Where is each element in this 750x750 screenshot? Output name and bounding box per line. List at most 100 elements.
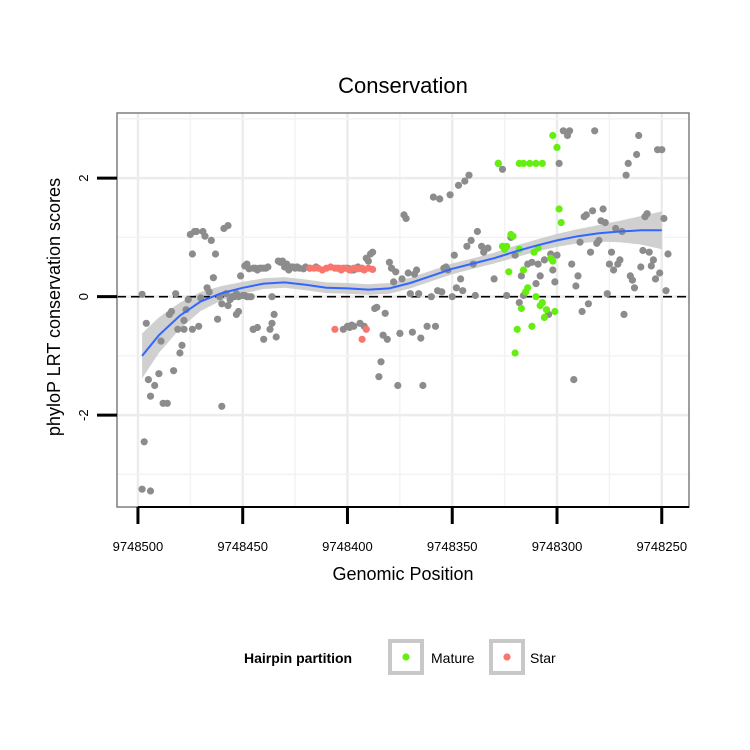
data-point-other xyxy=(362,254,370,262)
data-point-mature xyxy=(549,131,557,140)
data-point-other xyxy=(503,291,511,300)
data-point-other xyxy=(622,171,630,179)
data-point-mature xyxy=(511,349,519,357)
data-point-other xyxy=(553,251,561,259)
data-point-other xyxy=(429,193,437,201)
data-point-other xyxy=(214,315,222,323)
data-point-other xyxy=(369,248,377,256)
data-point-other xyxy=(517,272,526,280)
data-point-other xyxy=(465,171,473,179)
y-tick-label: 0 xyxy=(76,293,91,300)
data-point-mature xyxy=(519,159,528,167)
data-point-other xyxy=(205,288,213,296)
data-point-other xyxy=(578,307,586,316)
data-point-other xyxy=(540,256,549,264)
data-point-other xyxy=(484,244,492,252)
plot-panel xyxy=(117,113,689,507)
data-point-other xyxy=(658,146,666,154)
data-point-other xyxy=(423,322,431,330)
data-point-other xyxy=(591,127,599,135)
data-point-mature xyxy=(505,268,513,276)
data-point-other xyxy=(633,150,641,159)
data-point-other xyxy=(647,262,655,270)
data-point-other xyxy=(459,287,467,295)
data-point-other xyxy=(630,284,639,292)
data-point-other xyxy=(402,214,410,223)
legend: Hairpin partition Mature Star xyxy=(244,639,556,675)
data-point-other xyxy=(180,316,188,324)
data-point-other xyxy=(207,236,215,244)
data-point-other xyxy=(643,210,651,218)
data-point-other xyxy=(664,250,672,258)
data-point-mature xyxy=(528,322,536,330)
data-point-other xyxy=(398,275,406,283)
x-tick-label: 9748400 xyxy=(322,539,373,554)
data-point-other xyxy=(155,370,163,378)
data-point-mature xyxy=(553,143,561,151)
data-point-other xyxy=(457,275,465,283)
data-point-other xyxy=(555,159,563,167)
data-point-other xyxy=(572,282,580,290)
data-point-other xyxy=(624,159,632,167)
chart-title: Conservation xyxy=(338,73,468,98)
data-point-other xyxy=(249,325,257,333)
data-point-other xyxy=(394,381,402,390)
data-point-star xyxy=(369,265,377,273)
y-tick-label: -2 xyxy=(76,409,91,421)
data-point-other xyxy=(511,251,519,259)
data-point-other xyxy=(417,334,425,342)
data-point-other xyxy=(373,303,381,311)
data-point-other xyxy=(584,300,593,308)
data-point-other xyxy=(532,280,540,288)
data-point-mature xyxy=(540,313,549,321)
data-point-other xyxy=(431,322,440,330)
data-point-other xyxy=(448,293,456,301)
data-point-other xyxy=(616,256,624,264)
data-point-other xyxy=(209,274,217,282)
data-point-other xyxy=(461,177,469,185)
legend-label-mature: Mature xyxy=(431,650,475,666)
data-point-other xyxy=(628,276,637,284)
data-point-other xyxy=(450,251,458,259)
data-point-other xyxy=(473,227,481,236)
data-point-other xyxy=(452,284,460,292)
data-point-other xyxy=(589,207,597,215)
data-point-other xyxy=(574,272,582,280)
data-point-other xyxy=(570,376,578,384)
data-point-other xyxy=(350,322,358,330)
loess-smooth-line xyxy=(141,229,662,357)
data-point-mature xyxy=(494,159,502,167)
data-point-other xyxy=(188,325,196,333)
x-axis: 9748500 9748450 9748400 9748350 9748300 97482… xyxy=(113,506,689,554)
data-point-other xyxy=(408,328,416,336)
data-point-mature xyxy=(519,266,528,274)
data-point-other xyxy=(534,260,542,268)
data-point-other xyxy=(264,263,272,271)
data-point-other xyxy=(268,319,276,327)
data-point-mature xyxy=(551,307,559,316)
data-point-other xyxy=(138,485,146,493)
x-tick-label: 9748450 xyxy=(217,539,268,554)
data-point-other xyxy=(390,278,398,286)
data-point-other xyxy=(381,309,389,317)
data-point-mature xyxy=(538,299,546,307)
data-point-other xyxy=(170,367,178,375)
data-point-other xyxy=(375,373,383,381)
data-point-other xyxy=(140,438,148,446)
data-point-other xyxy=(157,337,165,345)
data-point-other xyxy=(142,319,150,327)
y-tick-label: 2 xyxy=(76,175,91,182)
data-point-other xyxy=(392,268,400,276)
data-point-mature xyxy=(517,304,526,313)
data-point-other xyxy=(151,381,159,390)
data-point-other xyxy=(427,293,435,301)
data-point-other xyxy=(241,262,249,270)
data-point-other xyxy=(377,358,385,366)
x-tick-label: 9748350 xyxy=(427,539,478,554)
data-point-other xyxy=(272,333,280,341)
data-point-other xyxy=(260,335,268,343)
data-point-other xyxy=(178,341,186,349)
confidence-ribbon-layer xyxy=(142,211,662,379)
data-point-other xyxy=(645,248,653,256)
legend-dot-star xyxy=(503,653,511,661)
